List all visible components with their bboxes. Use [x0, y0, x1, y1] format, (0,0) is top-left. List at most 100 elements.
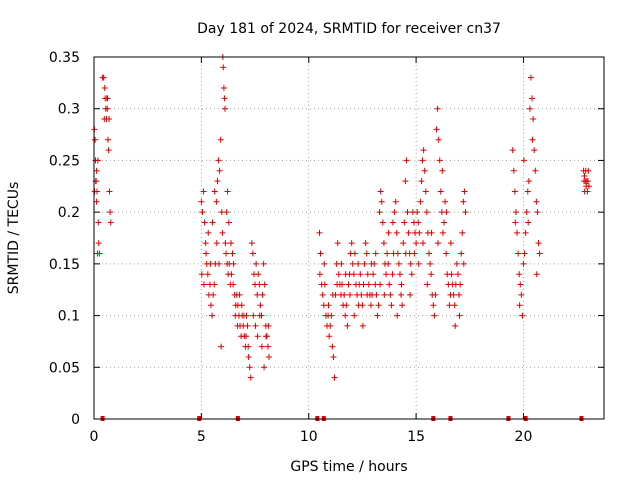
data-point	[330, 353, 337, 360]
data-point	[370, 271, 377, 278]
data-point	[209, 312, 216, 319]
data-point	[351, 250, 358, 257]
x-tick-label: 0	[90, 429, 99, 445]
data-point	[211, 188, 218, 195]
data-point	[341, 291, 348, 298]
data-point	[526, 105, 533, 112]
plot-frame	[93, 56, 605, 420]
data-point	[387, 291, 394, 298]
axis-ticks: 0 5 10 15 20 0 0.05 0.1 0.15 0.2 0.25 0.3 0.35	[49, 50, 604, 445]
y-tick-label: 0.15	[49, 257, 80, 273]
data-point	[417, 198, 424, 205]
data-points	[91, 54, 592, 381]
data-point	[95, 240, 102, 247]
data-point	[428, 271, 435, 278]
x-tick-label: 20	[515, 429, 533, 445]
data-point	[411, 250, 418, 257]
data-point	[523, 209, 530, 216]
data-point	[432, 291, 439, 298]
data-point	[442, 198, 449, 205]
data-point	[223, 250, 230, 257]
data-point	[459, 229, 466, 236]
data-point	[420, 147, 427, 154]
data-point	[439, 229, 446, 236]
data-point	[375, 302, 382, 309]
data-point	[230, 260, 237, 267]
data-point	[334, 240, 341, 247]
data-point	[529, 136, 536, 143]
data-point	[448, 271, 455, 278]
data-point	[205, 229, 212, 236]
data-point	[217, 136, 224, 143]
data-point	[202, 240, 209, 247]
data-point	[245, 353, 252, 360]
data-point	[107, 209, 114, 216]
data-point	[379, 219, 386, 226]
data-point	[430, 302, 437, 309]
data-point	[386, 281, 393, 288]
data-point	[106, 188, 113, 195]
data-point	[536, 250, 543, 257]
data-point	[374, 312, 381, 319]
data-point	[443, 209, 450, 216]
data-point	[446, 302, 453, 309]
data-point	[435, 136, 442, 143]
data-point	[460, 260, 467, 267]
data-point	[204, 271, 211, 278]
data-point	[461, 188, 468, 195]
data-point	[512, 219, 519, 226]
data-point	[515, 250, 522, 257]
data-point	[585, 167, 592, 174]
data-point	[264, 343, 271, 350]
data-point	[223, 209, 230, 216]
data-point	[533, 198, 540, 205]
data-point	[421, 167, 428, 174]
data-point	[405, 229, 412, 236]
data-point	[213, 240, 220, 247]
data-point	[209, 219, 216, 226]
data-point	[377, 281, 384, 288]
data-point	[94, 157, 101, 164]
data-point	[256, 281, 263, 288]
data-point	[584, 178, 591, 185]
data-point	[408, 271, 415, 278]
data-point	[359, 322, 366, 329]
data-point	[419, 240, 426, 247]
data-point	[407, 260, 414, 267]
data-point	[329, 343, 336, 350]
data-point	[215, 260, 222, 267]
data-point	[321, 260, 328, 267]
data-point	[249, 250, 256, 257]
data-point	[517, 281, 524, 288]
data-point	[534, 209, 541, 216]
data-point	[254, 333, 261, 340]
data-point	[434, 105, 441, 112]
data-point	[441, 219, 448, 226]
data-point	[533, 271, 540, 278]
data-point	[342, 312, 349, 319]
y-tick-label: 0.1	[58, 309, 80, 325]
data-point	[316, 271, 323, 278]
data-point	[92, 136, 99, 143]
data-point	[326, 333, 333, 340]
data-point	[389, 271, 396, 278]
y-tick-label: 0.2	[58, 205, 80, 221]
x-axis-label: GPS time / hours	[290, 459, 407, 475]
data-point	[511, 188, 518, 195]
y-tick-label: 0.35	[49, 50, 80, 66]
data-point	[252, 322, 259, 329]
data-point	[424, 281, 431, 288]
data-point	[100, 74, 107, 81]
data-point	[218, 343, 225, 350]
data-point	[435, 240, 442, 247]
data-point	[260, 260, 267, 267]
data-point	[265, 322, 272, 329]
data-point	[460, 198, 467, 205]
data-point	[248, 240, 255, 247]
data-point	[447, 240, 454, 247]
data-point	[530, 116, 537, 123]
data-point	[203, 250, 210, 257]
y-tick-label: 0.3	[58, 102, 80, 118]
data-point	[524, 188, 531, 195]
data-point	[398, 281, 405, 288]
